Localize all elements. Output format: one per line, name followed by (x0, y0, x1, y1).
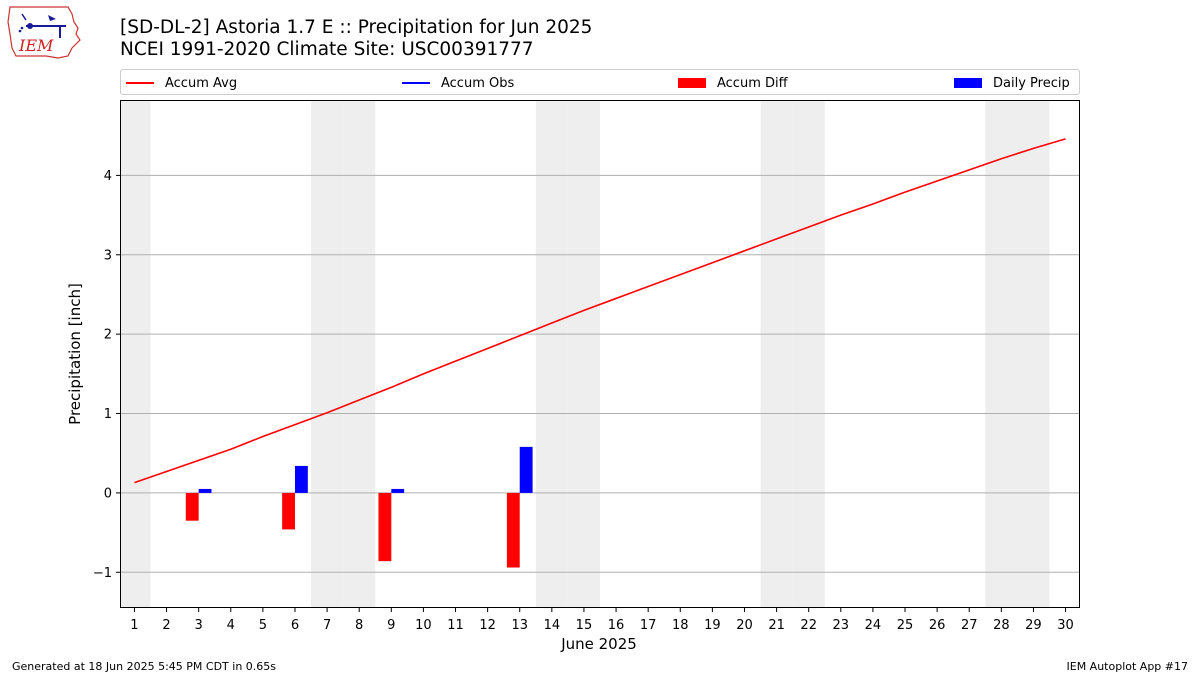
weekend-band-15 (567, 100, 600, 608)
weekend-band-29 (1017, 100, 1050, 608)
legend-item-daily-precip: Daily Precip (954, 74, 1070, 92)
footer-generated: Generated at 18 Jun 2025 5:45 PM CDT in … (12, 660, 277, 673)
legend-swatch-accum-obs (402, 82, 430, 84)
tick-label-x-23: 23 (833, 618, 850, 633)
tick-label-y-1: 0 (104, 486, 112, 501)
tick-label-y-2: 1 (104, 407, 112, 422)
tick-label-x-4: 4 (227, 618, 235, 633)
tick-label-x-14: 14 (544, 618, 561, 633)
tick-label-x-21: 21 (768, 618, 785, 633)
plot-frame (120, 100, 1080, 608)
tick-label-y-3: 2 (104, 328, 112, 343)
bar-accum-diff-13 (506, 492, 520, 568)
tick-label-x-3: 3 (195, 618, 203, 633)
y-axis: −1 0 1 2 3 4 (93, 169, 120, 581)
tick-label-x-8: 8 (355, 618, 363, 633)
line-accum-avg (134, 138, 1066, 484)
chart-legend: Accum Avg Accum Obs Accum Diff Daily Pre… (120, 69, 1080, 95)
tick-label-x-12: 12 (479, 618, 496, 633)
tick-label-x-29: 29 (1025, 618, 1042, 633)
legend-item-accum-obs: Accum Obs (402, 74, 514, 92)
legend-item-accum-avg: Accum Avg (126, 74, 237, 92)
tick-label-x-28: 28 (993, 618, 1010, 633)
tick-label-x-16: 16 (608, 618, 625, 633)
tick-label-x-25: 25 (897, 618, 914, 633)
bar-daily-precip-6 (294, 465, 308, 493)
bar-accum-diff-3 (185, 492, 199, 521)
tick-label-y-0: −1 (93, 566, 112, 581)
tick-label-x-9: 9 (387, 618, 395, 633)
weekend-shading (120, 100, 1050, 608)
tick-label-x-10: 10 (415, 618, 432, 633)
chart-subtitle: NCEI 1991-2020 Climate Site: USC00391777 (120, 39, 534, 60)
weekend-band-7 (311, 100, 344, 608)
bars (185, 446, 533, 568)
tick-label-x-22: 22 (800, 618, 817, 633)
tick-label-x-1: 1 (130, 618, 138, 633)
weekend-band-1 (120, 100, 151, 608)
legend-item-accum-diff: Accum Diff (678, 74, 788, 92)
bar-daily-precip-9 (391, 488, 405, 493)
bar-daily-precip-3 (198, 488, 212, 493)
chart-title: [SD-DL-2] Astoria 1.7 E :: Precipitation… (120, 17, 593, 38)
y-axis-label: Precipitation [inch] (66, 283, 84, 425)
series-lines (134, 138, 1066, 484)
tick-label-x-27: 27 (961, 618, 978, 633)
tick-label-x-24: 24 (865, 618, 882, 633)
tick-label-x-20: 20 (736, 618, 753, 633)
tick-label-x-5: 5 (259, 618, 267, 633)
legend-swatch-daily-precip (954, 78, 982, 88)
tick-label-x-15: 15 (576, 618, 593, 633)
legend-label-accum-diff: Accum Diff (717, 75, 788, 91)
y-gridlines (120, 174, 1080, 573)
tick-label-y-5: 4 (104, 169, 112, 184)
weekend-band-21 (760, 100, 793, 608)
legend-swatch-accum-diff (678, 78, 706, 88)
legend-swatch-accum-avg (126, 82, 154, 84)
logo-text: IEM (18, 36, 54, 55)
legend-label-daily-precip: Daily Precip (993, 75, 1070, 91)
weekend-band-28 (985, 100, 1018, 608)
weekend-band-22 (792, 100, 825, 608)
legend-label-accum-avg: Accum Avg (165, 75, 238, 91)
tick-label-x-11: 11 (447, 618, 464, 633)
weekend-band-14 (535, 100, 568, 608)
iem-logo: IEM (7, 6, 81, 59)
tick-label-x-30: 30 (1057, 618, 1074, 633)
tick-label-x-6: 6 (291, 618, 299, 633)
tick-label-x-18: 18 (672, 618, 689, 633)
tick-label-x-2: 2 (162, 618, 170, 633)
tick-label-x-19: 19 (704, 618, 721, 633)
tick-label-y-4: 3 (104, 248, 112, 263)
tick-label-x-26: 26 (929, 618, 946, 633)
footer-app-id: IEM Autoplot App #17 (1066, 660, 1189, 673)
bar-accum-diff-6 (282, 492, 295, 530)
x-axis-label: June 2025 (560, 635, 637, 653)
x-axis: 1 2 3 4 5 6 7 8 9 10 11 12 13 14 15 16 17 18 19 20 21 22 23 24 2… (130, 608, 1074, 633)
tick-label-x-17: 17 (640, 618, 657, 633)
tick-label-x-7: 7 (323, 618, 331, 633)
bar-daily-precip-13 (519, 446, 533, 493)
bar-accum-diff-9 (378, 492, 392, 562)
tick-label-x-13: 13 (511, 618, 528, 633)
legend-label-accum-obs: Accum Obs (441, 75, 515, 91)
weekend-band-8 (343, 100, 376, 608)
